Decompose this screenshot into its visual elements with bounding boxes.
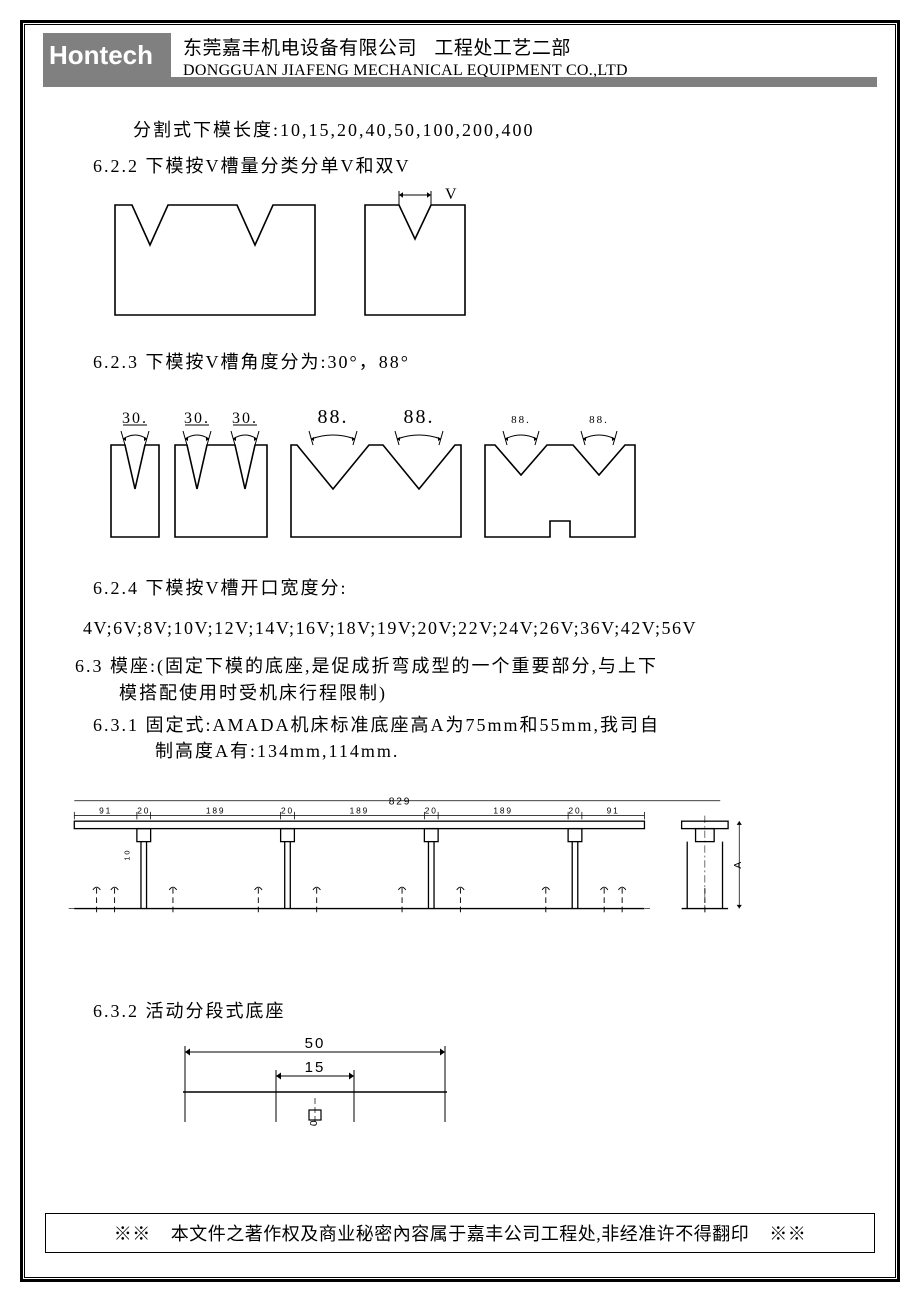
svg-text:20: 20 (281, 806, 294, 816)
svg-text:88.: 88. (404, 406, 435, 428)
header: Hontech 东莞嘉丰机电设备有限公司 工程处工艺二部 DONGGUAN JI… (43, 33, 877, 91)
section-6-3-2: 6.3.2 活动分段式底座 (93, 998, 865, 1024)
figure-6-2-2: V (105, 187, 865, 327)
svg-text:A: A (733, 860, 744, 869)
header-bar (43, 77, 877, 87)
svg-text:189: 189 (350, 806, 370, 816)
svg-text:30.: 30. (122, 410, 148, 427)
svg-text:91: 91 (99, 806, 112, 816)
logo: Hontech (43, 33, 171, 77)
footer-notice: ※※ 本文件之著作权及商业秘密內容属于嘉丰公司工程处,非经准许不得翻印 ※※ (45, 1213, 875, 1253)
figure-6-3-1: 829 91 20 189 20 189 20 189 20 91 10 A (65, 788, 865, 938)
split-lengths: 分割式下模长度:10,15,20,40,50,100,200,400 (133, 117, 865, 143)
svg-text:189: 189 (206, 806, 226, 816)
svg-text:91: 91 (607, 806, 620, 816)
section-6-2-4: 6.2.4 下模按V槽开口宽度分: (93, 575, 865, 601)
svg-text:V: V (445, 187, 459, 203)
svg-text:10: 10 (122, 848, 131, 860)
footer-mark-right: ※※ (769, 1224, 806, 1244)
section-6-3-1: 6.3.1 固定式:AMADA机床标准底座高A为75mm和55mm,我司自 制高… (93, 712, 865, 764)
svg-text:88.: 88. (511, 414, 531, 426)
header-title-cn: 东莞嘉丰机电设备有限公司 工程处工艺二部 (183, 33, 877, 60)
figure-6-3-2: 50 15 10 (105, 1034, 865, 1126)
section-6-3: 6.3 模座:(固定下模的底座,是促成折弯成型的一个重要部分,与上下 模搭配使用… (75, 653, 865, 705)
svg-text:189: 189 (493, 806, 513, 816)
svg-text:829: 829 (389, 796, 412, 807)
svg-text:30.: 30. (184, 410, 210, 427)
footer-text: 本文件之著作权及商业秘密內容属于嘉丰公司工程处,非经准许不得翻印 (171, 1224, 750, 1244)
svg-text:50: 50 (305, 1035, 326, 1052)
section-6-2-4-list: 4V;6V;8V;10V;12V;14V;16V;18V;19V;20V;22V… (83, 615, 865, 641)
svg-text:20: 20 (137, 806, 150, 816)
svg-text:15: 15 (305, 1059, 326, 1076)
svg-text:30.: 30. (232, 410, 258, 427)
svg-text:20: 20 (425, 806, 438, 816)
section-6-2-2: 6.2.2 下模按V槽量分类分单V和双V (93, 153, 865, 179)
svg-text:10: 10 (309, 1118, 320, 1126)
svg-text:88.: 88. (318, 406, 349, 428)
svg-text:20: 20 (568, 806, 581, 816)
footer-mark-left: ※※ (114, 1224, 151, 1244)
document-body: 分割式下模长度:10,15,20,40,50,100,200,400 6.2.2… (55, 117, 865, 1126)
svg-text:88.: 88. (589, 414, 609, 426)
figure-6-2-3: 30. 30. 30. 88. 88. 88. 88. (105, 383, 865, 553)
section-6-2-3: 6.2.3 下模按V槽角度分为:30°，88° (93, 349, 865, 375)
